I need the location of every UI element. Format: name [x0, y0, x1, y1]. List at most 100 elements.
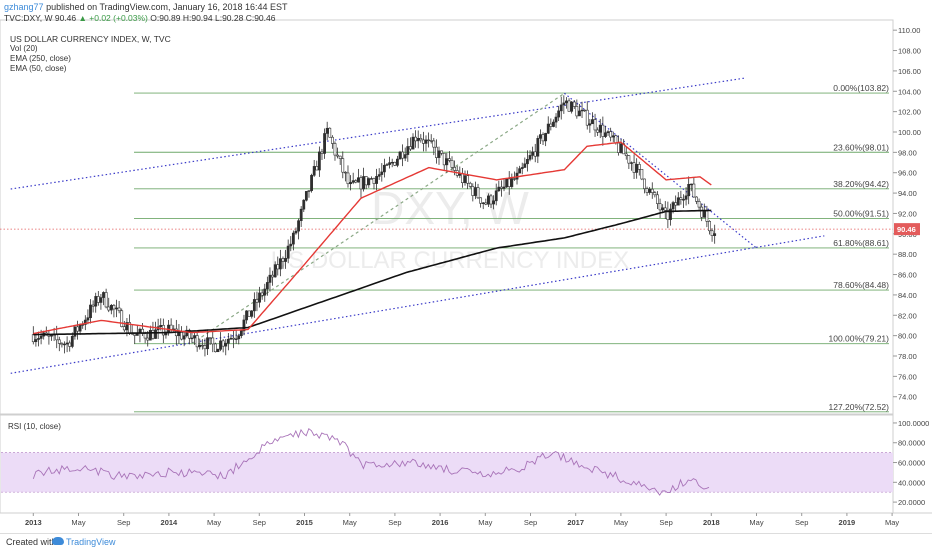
rsi-tick-label: 60.0000	[898, 459, 925, 468]
candle-body	[658, 203, 662, 211]
candle-body	[552, 121, 555, 127]
candle-body	[544, 132, 548, 142]
candle-body	[546, 123, 550, 134]
candle-body	[609, 131, 613, 138]
candle-body	[502, 186, 506, 189]
tradingview-brand[interactable]: TradingView	[66, 537, 116, 547]
candle-body	[211, 337, 215, 345]
candle-body	[505, 178, 509, 188]
candle-body	[700, 206, 704, 218]
candle-body	[86, 317, 90, 321]
candle-body	[359, 177, 363, 190]
candle-body	[250, 310, 254, 317]
time-tick-label: May	[71, 518, 85, 527]
time-tick-label: 2015	[296, 518, 313, 527]
watermark-ticker: DXY, W	[371, 182, 529, 234]
candle-body	[50, 334, 53, 337]
candle-body	[271, 274, 274, 278]
candle-body	[601, 124, 605, 137]
candle-body	[281, 258, 285, 262]
candle-body	[203, 345, 207, 350]
candle-body	[133, 333, 137, 336]
candle-body	[541, 134, 545, 142]
ema250-line	[33, 209, 712, 336]
candle-body	[510, 178, 514, 187]
candle-body	[31, 334, 35, 343]
price-tick-label: 76.00	[898, 372, 917, 381]
candle-body	[676, 197, 680, 206]
candle-body	[169, 324, 173, 330]
candle-body	[286, 245, 290, 259]
fib-level-label: 23.60%(98.01)	[833, 142, 889, 152]
candle-body	[627, 155, 631, 164]
candle-body	[216, 349, 220, 353]
candle-body	[650, 188, 654, 193]
fib-level-label: 78.60%(84.48)	[833, 280, 889, 290]
rsi-tick-label: 100.0000	[898, 419, 929, 428]
indicator-legend: US DOLLAR CURRENCY INDEX, W, TVC Vol (20…	[10, 34, 171, 74]
publish-info: published on TradingView.com, January 16…	[46, 2, 288, 12]
time-axis: 2013 May Sep 2014 May Sep 2015 May Sep 2016 May Sep…	[25, 513, 899, 527]
candle-body	[34, 339, 38, 343]
candle-body	[289, 243, 293, 247]
candle-body	[89, 304, 92, 319]
created-with-label: Created with	[6, 537, 57, 547]
candle-body	[497, 186, 501, 192]
candle-body	[624, 153, 628, 157]
legend-ema50[interactable]: EMA (50, close)	[10, 64, 67, 73]
legend-vol[interactable]: Vol (20)	[10, 44, 38, 53]
ema-lines	[33, 141, 712, 336]
candle-body	[68, 342, 72, 347]
candle-body	[237, 335, 241, 340]
price-tick-label: 102.00	[898, 108, 921, 117]
candle-body	[63, 343, 66, 346]
price-tick-label: 74.00	[898, 393, 917, 402]
candle-body	[367, 178, 371, 186]
legend-ema250[interactable]: EMA (250, close)	[10, 54, 71, 63]
downtrend-line	[564, 92, 757, 249]
price-tick-label: 110.00	[898, 26, 920, 35]
rsi-pane: RSI (10, close) 100.0000 80.0000 60.0000 40.…	[1, 419, 929, 507]
candle-body	[354, 180, 358, 183]
price-tick-label: 84.00	[898, 291, 917, 300]
candle-body	[268, 274, 272, 283]
candle-body	[619, 143, 623, 153]
candle-body	[588, 123, 592, 126]
symbol-info: TVC:DXY, W 90.46	[4, 13, 77, 23]
candle-body	[570, 101, 574, 112]
candle-body	[388, 162, 391, 165]
candle-body	[37, 338, 40, 340]
candle-body	[419, 138, 423, 141]
candle-body	[461, 173, 464, 184]
candle-body	[630, 162, 633, 164]
candle-body	[364, 176, 368, 186]
time-tick-label: May	[478, 518, 492, 527]
candle-body	[635, 164, 639, 173]
candle-body	[312, 166, 316, 176]
candle-body	[669, 208, 672, 220]
candle-body	[102, 292, 105, 298]
candle-body	[200, 344, 204, 347]
price-tick-label: 108.00	[898, 47, 921, 56]
candle-body	[247, 310, 251, 317]
price-tick-label: 100.00	[898, 128, 921, 137]
rsi-tick-label: 40.0000	[898, 478, 925, 487]
candle-body	[487, 195, 490, 205]
candle-body	[705, 210, 709, 222]
candle-body	[593, 119, 597, 131]
candle-body	[323, 133, 326, 154]
candle-body	[713, 233, 717, 236]
time-tick-label: Sep	[524, 518, 537, 527]
candle-body	[679, 197, 683, 200]
candle-body	[369, 178, 373, 180]
candle-body	[559, 104, 563, 112]
candle-body	[320, 151, 324, 154]
price-tick-label: 78.00	[898, 352, 917, 361]
candle-body	[328, 127, 332, 138]
publisher-name[interactable]: gzhang77	[4, 2, 44, 12]
candle-body	[531, 151, 535, 156]
candle-body	[653, 192, 657, 196]
candle-body	[689, 183, 693, 186]
candle-body	[151, 329, 155, 339]
candle-body	[572, 101, 576, 107]
